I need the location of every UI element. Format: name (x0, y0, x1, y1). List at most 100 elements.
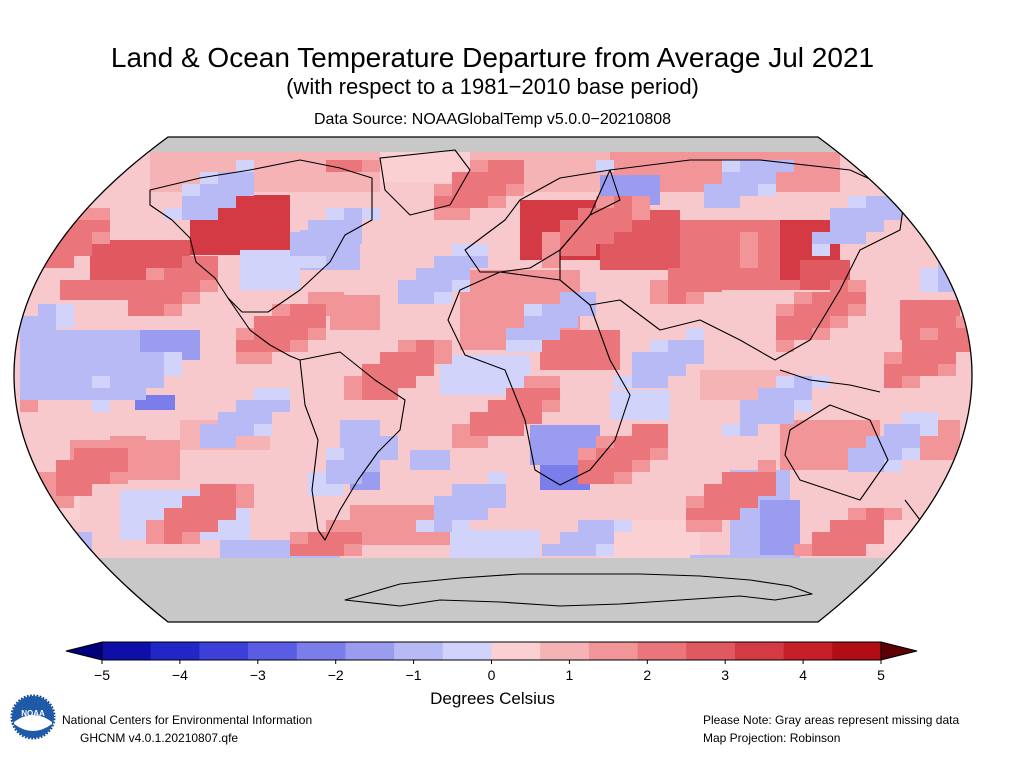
anomaly-cell (524, 304, 542, 316)
anomaly-cell (776, 340, 794, 352)
anomaly-cell (704, 496, 722, 508)
anomaly-cell (848, 520, 866, 532)
anomaly-cell (452, 208, 470, 220)
anomaly-cell (56, 484, 74, 496)
anomaly-cell (200, 196, 218, 208)
anomaly-cell (56, 316, 74, 328)
anomaly-cell (308, 220, 326, 232)
anomaly-cell (470, 508, 488, 520)
anomaly-cell (740, 172, 758, 184)
anomaly-cell (434, 352, 452, 364)
anomaly-cell (758, 160, 776, 172)
anomaly-cell (776, 304, 794, 316)
anomaly-cell (326, 304, 344, 316)
anomaly-cell (254, 316, 272, 328)
anomaly-cell (668, 364, 686, 376)
anomaly-cell (578, 304, 596, 316)
anomaly-cell (488, 184, 506, 196)
anomaly-cell (218, 436, 236, 448)
anomaly-cell (542, 232, 560, 244)
anomaly-cell (506, 400, 524, 412)
anomaly-cell (290, 544, 308, 556)
anomaly-cell (920, 280, 938, 292)
anomaly-cell (614, 436, 632, 448)
anomaly-cell (560, 220, 578, 232)
anomaly-cell (650, 340, 668, 352)
anomaly-cell (182, 520, 200, 532)
anomaly-cell (830, 232, 848, 244)
anomaly-cell (92, 460, 110, 472)
central-america-outline (227, 297, 301, 361)
anomaly-cell (758, 184, 776, 196)
anomaly-cell (182, 280, 200, 292)
anomaly-cell (542, 304, 560, 316)
anomaly-cell (470, 484, 488, 496)
anomaly-cell (236, 352, 254, 364)
anomaly-cell (20, 340, 38, 352)
anomaly-cell (722, 196, 740, 208)
anomaly-cell (848, 220, 866, 232)
anomaly-cell (254, 412, 272, 424)
anomaly-cell (578, 472, 596, 484)
colorbar-tick-label: 4 (799, 667, 807, 683)
anomaly-cell (740, 244, 758, 256)
anomaly-cell (416, 280, 434, 292)
anomaly-cell (236, 484, 254, 496)
anomaly-cell (434, 280, 452, 292)
anomaly-cell (146, 520, 164, 532)
anomaly-cell (812, 532, 830, 544)
anomaly-cell (704, 244, 722, 256)
anomaly-cell (344, 532, 362, 544)
anomaly-cell (290, 532, 308, 544)
footer-projection: Map Projection: Robinson (703, 731, 841, 745)
anomaly-cell (704, 520, 722, 532)
anomaly-cell (488, 160, 506, 172)
anomaly-cell (308, 316, 326, 328)
anomaly-cell (236, 400, 254, 412)
anomaly-cell (434, 256, 452, 268)
anomaly-cell (110, 376, 128, 388)
anomaly-cell (146, 364, 164, 376)
anomaly-cell (542, 376, 560, 388)
anomaly-cell (722, 496, 740, 508)
anomaly-cell (506, 412, 524, 424)
anomaly-cell (848, 304, 866, 316)
anomaly-cell (74, 232, 92, 244)
noaa-logo-icon: NOAA (10, 694, 56, 740)
anomaly-cell (164, 268, 182, 280)
anomaly-cell (146, 280, 164, 292)
footer-org: National Centers for Environmental Infor… (62, 713, 313, 727)
anomaly-cell (308, 304, 326, 316)
anomaly-cell (272, 328, 290, 340)
anomaly-cell (578, 532, 596, 544)
anomaly-cell (560, 532, 578, 544)
anomaly-cell (812, 292, 830, 304)
anomaly-cell (758, 400, 776, 412)
anomaly-cell (452, 424, 470, 436)
anomaly-cell (812, 328, 830, 340)
anomaly-cell (848, 508, 866, 520)
anomaly-cell (704, 184, 722, 196)
anomaly-cell (182, 496, 200, 508)
anomaly-cell (704, 280, 722, 292)
anomaly-cell (488, 496, 506, 508)
anomaly-cell (146, 532, 164, 544)
anomaly-cell (290, 328, 308, 340)
anomaly-cell (254, 388, 272, 400)
anomaly-cell (110, 460, 128, 472)
anomaly-cell (722, 256, 740, 268)
colorbar-segment (150, 642, 200, 660)
anomaly-cell (578, 244, 596, 256)
anomaly-cell (866, 532, 884, 544)
anomaly-cell (560, 304, 578, 316)
anomaly-cell (452, 508, 470, 520)
anomaly-cell (200, 484, 218, 496)
colorbar-tick-label: 1 (566, 667, 574, 683)
anomaly-cell (416, 364, 434, 376)
anomaly-cell (758, 172, 776, 184)
anomaly-cell (164, 280, 182, 292)
colorbar-segment (734, 642, 785, 660)
anomaly-cell (650, 436, 668, 448)
anomaly-cell (74, 472, 92, 484)
